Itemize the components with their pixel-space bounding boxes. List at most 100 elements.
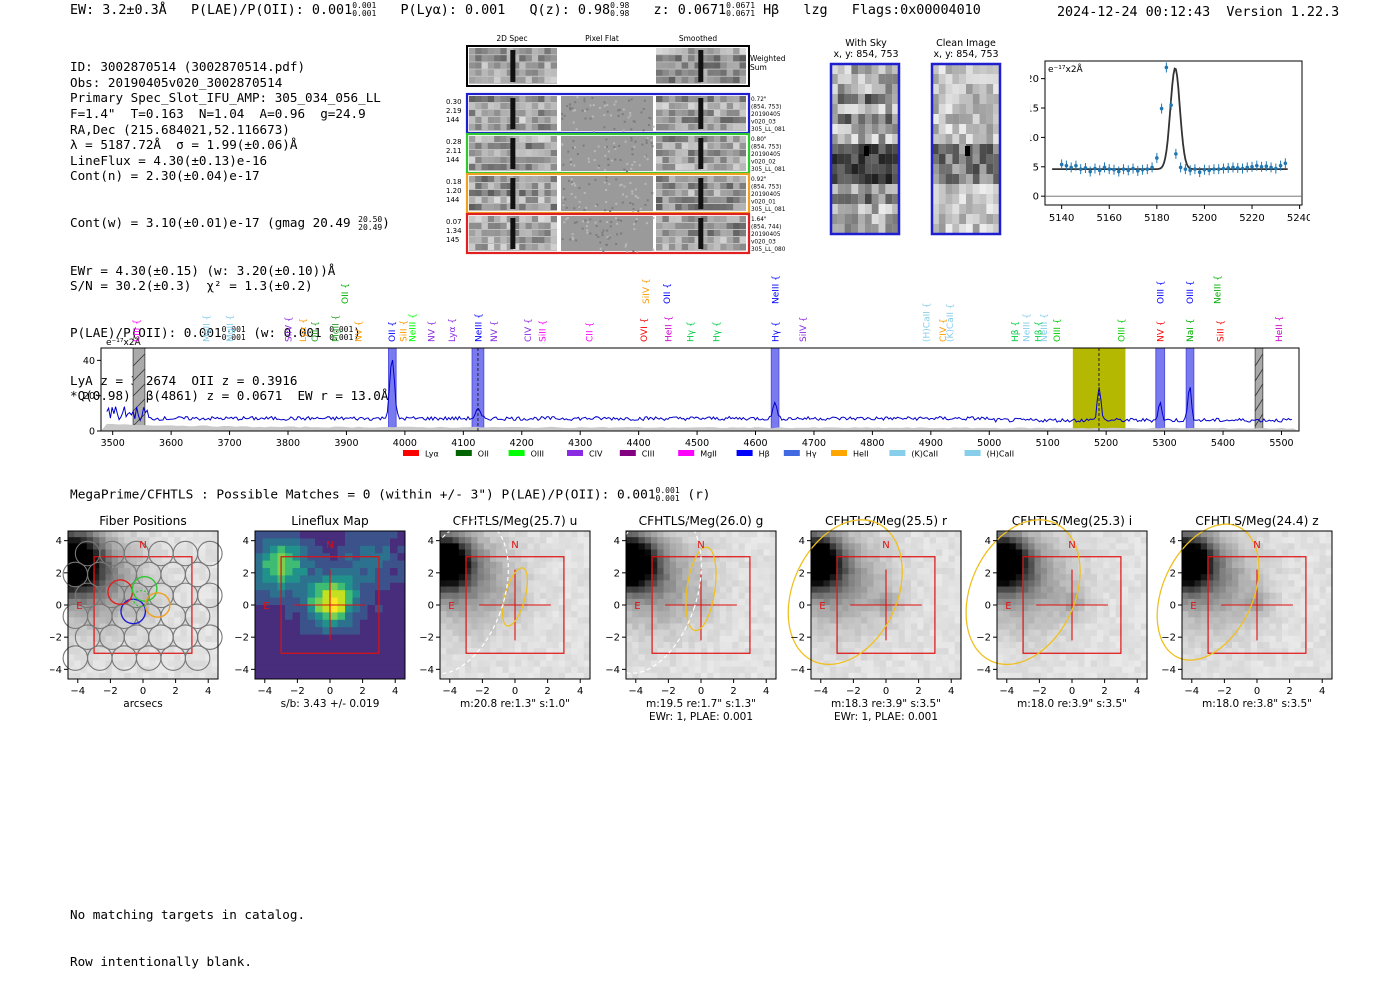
image-pixel xyxy=(459,642,466,649)
strip-pixel xyxy=(500,204,506,210)
image-pixel xyxy=(720,642,727,649)
lineflux-pixel xyxy=(345,575,353,583)
image-pixel xyxy=(872,144,879,154)
image-pixel xyxy=(867,531,874,538)
lineflux-pixel xyxy=(323,657,331,665)
pixel-flat-noise xyxy=(577,153,579,155)
image-pixel xyxy=(632,654,639,661)
image-pixel xyxy=(924,593,931,600)
image-pixel xyxy=(899,667,906,674)
image-pixel xyxy=(565,667,572,674)
image-pixel xyxy=(515,654,522,661)
image-pixel xyxy=(714,661,721,668)
image-pixel xyxy=(174,661,181,668)
strip-pixel xyxy=(519,150,525,156)
strip-pixel xyxy=(740,143,746,149)
image-pixel xyxy=(676,543,683,550)
line-label-text: NeIII { xyxy=(1023,313,1033,342)
data-point xyxy=(1236,166,1240,170)
image-pixel xyxy=(578,593,585,600)
strip-pixel xyxy=(727,62,733,68)
pixel-flat-noise xyxy=(574,101,576,103)
strip-pixel xyxy=(538,197,544,203)
image-pixel xyxy=(546,654,553,661)
image-pixel xyxy=(905,562,912,569)
strip-pixel xyxy=(662,230,668,236)
image-pixel xyxy=(1078,537,1085,544)
strip-pixel xyxy=(551,197,557,203)
lineflux-pixel xyxy=(360,568,368,576)
image-pixel xyxy=(942,642,949,649)
image-pixel xyxy=(149,550,156,557)
image-pixel xyxy=(540,574,547,581)
image-pixel xyxy=(1028,593,1035,600)
east-label: E xyxy=(263,601,269,612)
image-pixel xyxy=(739,531,746,538)
lineflux-pixel xyxy=(315,531,323,539)
image-pixel xyxy=(838,154,845,164)
image-pixel xyxy=(459,531,466,538)
info-lines: ID: 3002870514 (3002870514.pdf)Obs: 2019… xyxy=(70,59,390,184)
x-tick-label: 0 xyxy=(512,686,518,697)
lineflux-pixel xyxy=(390,627,398,635)
image-pixel xyxy=(1135,556,1142,563)
data-point xyxy=(1079,167,1083,171)
image-pixel xyxy=(1053,550,1060,557)
image-pixel xyxy=(949,624,956,631)
pixel-flat-noise xyxy=(648,124,650,126)
strip-pixel xyxy=(714,197,720,203)
strip-pixel xyxy=(682,216,688,222)
line-label-text: MgII { xyxy=(203,315,213,342)
pixel-flat-noise xyxy=(633,146,635,148)
y-tick-label: 2 xyxy=(799,568,805,579)
image-pixel xyxy=(206,654,213,661)
x-tick-label: 5400 xyxy=(1211,438,1235,449)
image-pixel xyxy=(732,617,739,624)
image-pixel xyxy=(1103,537,1110,544)
image-pixel xyxy=(865,64,872,74)
y-tick-label: 10 xyxy=(1030,133,1039,144)
image-pixel xyxy=(639,550,646,557)
row-smoothed xyxy=(656,176,746,211)
strip-pixel xyxy=(707,143,713,149)
image-pixel xyxy=(645,568,652,575)
x-tick-label: 4 xyxy=(392,686,398,697)
image-pixel xyxy=(959,204,966,214)
image-pixel xyxy=(68,611,75,618)
lineflux-pixel xyxy=(398,649,406,657)
y-tick-label: −4 xyxy=(419,665,434,676)
strip-pixel xyxy=(469,110,475,116)
lineflux-pixel xyxy=(315,612,323,620)
image-pixel xyxy=(540,654,547,661)
image-pixel xyxy=(181,537,188,544)
image-pixel xyxy=(924,605,931,612)
classifier: lzg xyxy=(803,3,827,18)
image-pixel xyxy=(764,550,771,557)
image-pixel xyxy=(534,580,541,587)
x-tick-label: −2 xyxy=(475,686,490,697)
strip-pixel xyxy=(656,183,662,189)
strip-pixel xyxy=(469,230,475,236)
lineflux-pixel xyxy=(315,672,323,680)
strip-pixel xyxy=(662,55,668,61)
image-pixel xyxy=(112,630,119,637)
pixel-flat-noise xyxy=(583,145,585,147)
strip-pixel xyxy=(740,150,746,156)
image-pixel xyxy=(886,593,893,600)
image-pixel xyxy=(553,617,560,624)
cutout-row-meta: 20190405 xyxy=(751,232,781,238)
lineflux-pixel xyxy=(330,583,338,591)
image-pixel xyxy=(949,543,956,550)
image-pixel xyxy=(632,587,639,594)
image-pixel xyxy=(867,624,874,631)
image-pixel xyxy=(811,550,818,557)
image-pixel xyxy=(1128,574,1135,581)
image-pixel xyxy=(632,617,639,624)
strip-pixel xyxy=(500,136,506,142)
image-pixel xyxy=(1110,599,1117,606)
image-pixel xyxy=(124,550,131,557)
image-pixel xyxy=(936,562,943,569)
strip-pixel xyxy=(488,157,494,163)
image-pixel xyxy=(484,624,491,631)
